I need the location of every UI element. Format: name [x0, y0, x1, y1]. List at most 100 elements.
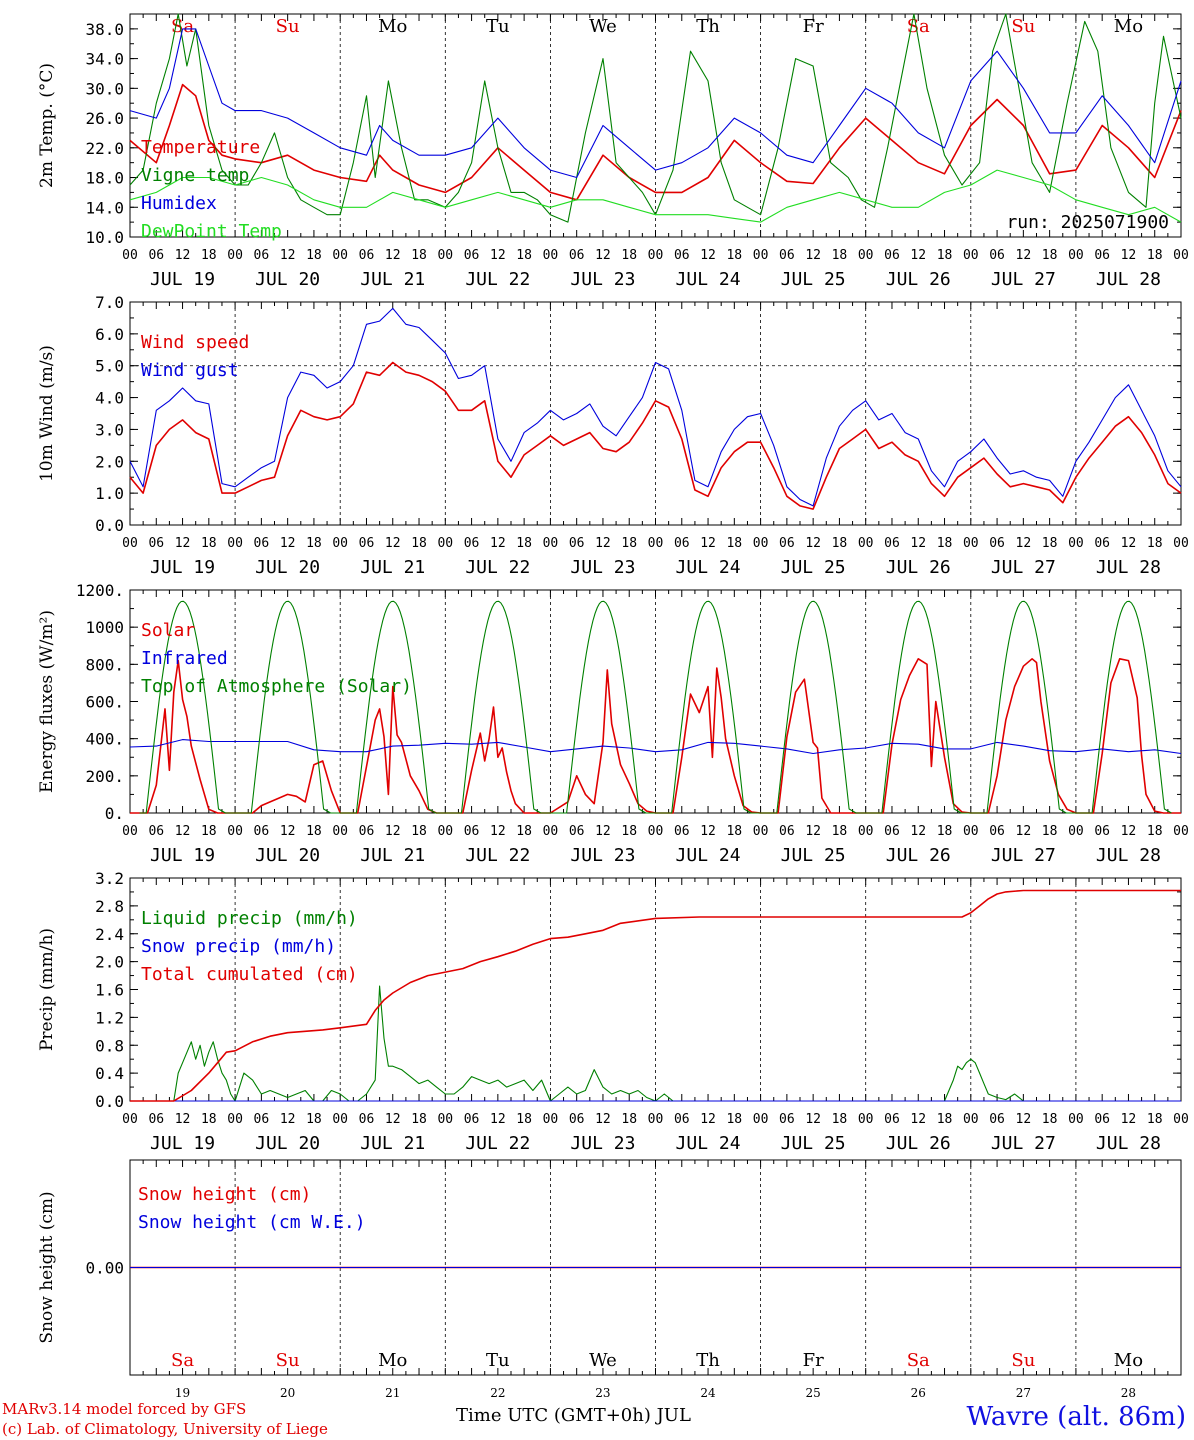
x-hour-label: 12	[280, 248, 296, 263]
day-number-label: 22	[490, 1386, 505, 1400]
y-tick-label: 800.	[85, 655, 124, 674]
x-day-label: JUL 21	[360, 557, 425, 578]
x-hour-label: 12	[175, 1112, 191, 1127]
y-tick-label: 1.2	[95, 1008, 124, 1027]
weekday-label: Tu	[486, 1350, 510, 1371]
y-tick-label: 2.4	[95, 925, 124, 944]
weekday-label: Su	[1011, 16, 1035, 37]
x-hour-label: 00	[648, 536, 664, 551]
x-hour-label: 06	[779, 536, 795, 551]
x-hour-label: 06	[148, 824, 164, 839]
y-tick-label: 2.8	[95, 897, 124, 916]
x-hour-label: 00	[963, 248, 979, 263]
series-line	[129, 307, 1182, 507]
x-hour-label: 12	[1016, 824, 1032, 839]
x-hour-label: 06	[989, 824, 1005, 839]
y-tick-label: 0.8	[95, 1036, 124, 1055]
x-hour-label: 12	[1121, 1112, 1137, 1127]
x-day-label: JUL 25	[781, 269, 846, 290]
series-line	[129, 169, 1182, 223]
x-day-label: JUL 21	[360, 1133, 425, 1154]
x-day-label: JUL 19	[150, 269, 215, 290]
x-day-label: JUL 27	[991, 557, 1056, 578]
x-hour-label: 18	[726, 536, 742, 551]
x-day-label: JUL 24	[676, 269, 741, 290]
series-line	[129, 28, 1182, 179]
x-hour-label: 06	[359, 1112, 375, 1127]
x-hour-label: 00	[1173, 824, 1189, 839]
x-hour-label: 06	[464, 824, 480, 839]
x-hour-label: 06	[779, 1112, 795, 1127]
x-hour-label: 18	[201, 824, 217, 839]
y-tick-label: 0.4	[95, 1064, 124, 1083]
x-hour-label: 00	[543, 1112, 559, 1127]
x-hour-label: 18	[937, 536, 953, 551]
x-hour-label: 18	[201, 536, 217, 551]
x-hour-label: 12	[805, 824, 821, 839]
weekday-label: Sa	[171, 1350, 194, 1371]
x-hour-label: 00	[332, 1112, 348, 1127]
day-number-label: 21	[385, 1386, 400, 1400]
y-tick-label: 7.0	[95, 293, 124, 312]
x-hour-label: 06	[254, 248, 270, 263]
series-line	[130, 985, 1181, 1102]
weekday-label: Th	[696, 16, 720, 37]
legend-entry: Liquid precip (mm/h)	[141, 908, 358, 929]
x-day-label: JUL 25	[781, 557, 846, 578]
y-axis-label: Energy fluxes (W/m²)	[37, 610, 57, 793]
y-tick-label: 4.0	[95, 389, 124, 408]
x-hour-label: 12	[910, 536, 926, 551]
panel-frame	[129, 301, 1182, 526]
y-tick-label: 1000	[85, 618, 124, 637]
x-hour-label: 12	[595, 1112, 611, 1127]
x-hour-label: 00	[543, 824, 559, 839]
legend-entry: Top of Atmosphere (Solar)	[141, 676, 412, 697]
x-hour-label: 12	[175, 824, 191, 839]
x-hour-label: 00	[753, 1112, 769, 1127]
weekday-label: Sa	[907, 1350, 930, 1371]
y-tick-label: 0.0	[95, 516, 124, 535]
y-tick-label: 18.0	[85, 169, 124, 188]
x-hour-label: 18	[306, 1112, 322, 1127]
y-tick-label: 10.0	[85, 228, 124, 247]
x-day-label: JUL 27	[991, 845, 1056, 866]
copyright-credit: (c) Lab. of Climatology, University of L…	[2, 1420, 328, 1438]
x-day-label: JUL 23	[570, 1133, 635, 1154]
x-hour-label: 18	[1042, 824, 1058, 839]
x-day-label: JUL 28	[1096, 845, 1161, 866]
x-hour-label: 12	[175, 536, 191, 551]
x-hour-label: 00	[753, 824, 769, 839]
x-hour-label: 18	[411, 1112, 427, 1127]
x-hour-label: 06	[148, 1112, 164, 1127]
weekday-label: Mo	[1114, 16, 1143, 37]
x-hour-label: 00	[1068, 824, 1084, 839]
x-hour-label: 18	[726, 1112, 742, 1127]
x-hour-label: 00	[227, 824, 243, 839]
x-hour-label: 00	[1173, 248, 1189, 263]
series-line	[129, 83, 1182, 201]
x-hour-label: 06	[989, 1112, 1005, 1127]
x-day-label: JUL 24	[676, 1133, 741, 1154]
x-hour-label: 06	[1094, 1112, 1110, 1127]
x-hour-label: 00	[858, 248, 874, 263]
y-tick-label: 34.0	[85, 50, 124, 69]
x-hour-label: 12	[700, 248, 716, 263]
x-hour-label: 12	[1016, 1112, 1032, 1127]
x-hour-label: 06	[674, 1112, 690, 1127]
y-tick-label: 6.0	[95, 325, 124, 344]
x-hour-label: 18	[411, 824, 427, 839]
x-hour-label: 18	[1147, 536, 1163, 551]
day-number-label: 20	[280, 1386, 295, 1400]
x-hour-label: 12	[805, 248, 821, 263]
x-day-label: JUL 27	[991, 269, 1056, 290]
x-hour-label: 18	[1147, 824, 1163, 839]
x-hour-label: 18	[1042, 1112, 1058, 1127]
x-day-label: JUL 26	[886, 845, 951, 866]
y-tick-label: 1.6	[95, 981, 124, 1000]
y-tick-label: 38.0	[85, 20, 124, 39]
y-tick-label: 200.	[85, 767, 124, 786]
x-day-label: JUL 26	[886, 557, 951, 578]
weekday-label: Su	[1011, 1350, 1035, 1371]
x-hour-label: 00	[122, 1112, 138, 1127]
x-hour-label: 00	[753, 248, 769, 263]
